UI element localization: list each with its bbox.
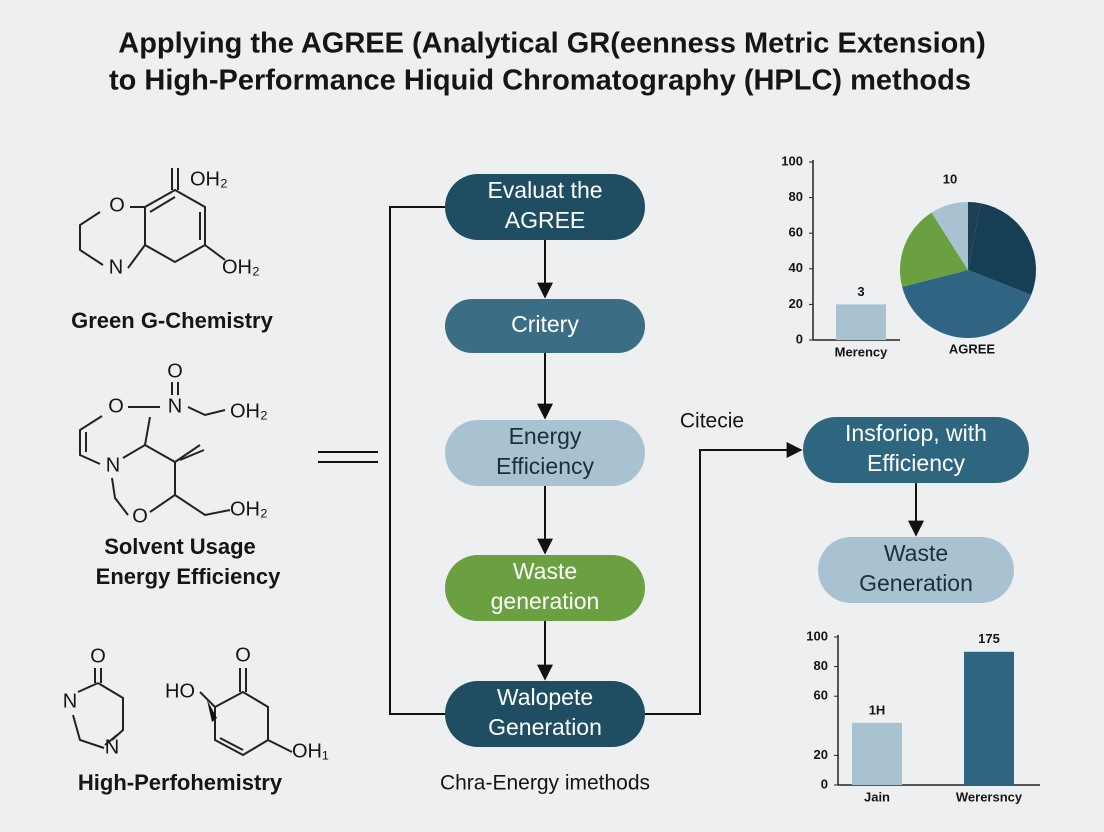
flow-node [803,417,1029,483]
annotation: 175 [978,631,1000,646]
node-label: Energy [509,423,582,449]
bar [964,651,1014,785]
pie-slice [902,270,1032,339]
flow-node [445,420,645,486]
atom: O [132,505,148,527]
y-tick-label: 20 [789,296,803,311]
title: to High-Performance Hiquid Chromatograph… [109,65,971,97]
bonds [79,168,226,269]
atom: OH₁ [292,740,329,762]
bar [852,722,902,785]
y-tick-label: 100 [781,153,803,168]
flow-node [445,174,645,240]
atom: O [109,194,125,216]
pie-label: AGREE [949,341,996,356]
bottom-label: Chra-Energy imethods [440,772,650,795]
x-tick-label: Werersncy [956,789,1023,804]
arrow [645,442,803,715]
y-tick-label: 60 [814,688,828,703]
annotation: 1H [869,702,886,717]
molecule: OH₂ O N OH₂ Green G-Chemistry [71,168,274,333]
atom: OH₂ [230,498,268,520]
node-label: generation [491,588,600,614]
y-tick-label: 20 [814,747,828,762]
pie-slice [968,202,981,270]
x-tick-label: Merency [835,344,889,359]
bonds [79,382,231,517]
atom: O [90,645,106,667]
pie-slice [900,212,968,287]
atom: O [108,395,124,417]
molecule: O O N OH₂ N O OH₂ Solvent Usage Energy E… [79,360,281,589]
y-tick-label: 80 [789,189,803,204]
flow-node [818,537,1014,603]
annotation: 10 [943,171,957,186]
bracket [389,206,445,715]
title: Applying the AGREE (Analytical GR(eennes… [118,28,985,60]
atom: N [109,256,123,278]
atom: N [168,395,182,417]
node-label: Efficiency [496,453,595,479]
node-label: Generation [488,714,602,740]
pie-slice [968,203,1037,296]
y-tick-label: 40 [789,260,803,275]
node-label: Evaluat the [487,177,602,203]
caption: Energy Efficiency [96,564,281,589]
bar [836,304,886,340]
bonds [72,668,293,757]
node-label: Critery [511,311,579,337]
y-tick-label: 100 [806,628,828,643]
molecule: O N N HO O OH₁ High-Perfohemistry [63,644,329,795]
atom: N [106,454,120,476]
y-tick-label: 80 [814,658,828,673]
caption: High-Perfohemistry [78,770,283,795]
flow-node [445,299,645,353]
side-label: Citecie [680,410,744,433]
node-label: AGREE [505,207,586,233]
node-label: Efficiency [867,450,966,476]
pie-slice [931,202,968,270]
equals-sign [318,451,378,463]
y-tick-label: 0 [796,331,803,346]
node-label: Walopete [497,684,593,710]
flow-node [445,681,645,747]
atom: N [105,736,119,758]
atom: OH₂ [190,168,228,190]
y-tick-label: 0 [821,776,828,791]
wedge [207,700,217,722]
node-label: Waste [884,540,948,566]
atom: OH₂ [230,400,268,422]
atom: O [235,644,251,666]
caption: Green G-Chemistry [71,308,273,333]
y-tick-label: 60 [789,225,803,240]
atom: N [63,690,77,712]
flow-node [445,555,645,621]
atom: O [167,360,183,382]
caption: Solvent Usage [104,534,256,559]
annotation: 3 [857,284,864,299]
x-tick-label: Jain [864,789,890,804]
node-label: Waste [513,558,577,584]
atom: HO [165,680,195,702]
node-label: Generation [859,570,973,596]
node-label: Insforiop, with [845,420,987,446]
atom: OH₂ [222,256,260,278]
